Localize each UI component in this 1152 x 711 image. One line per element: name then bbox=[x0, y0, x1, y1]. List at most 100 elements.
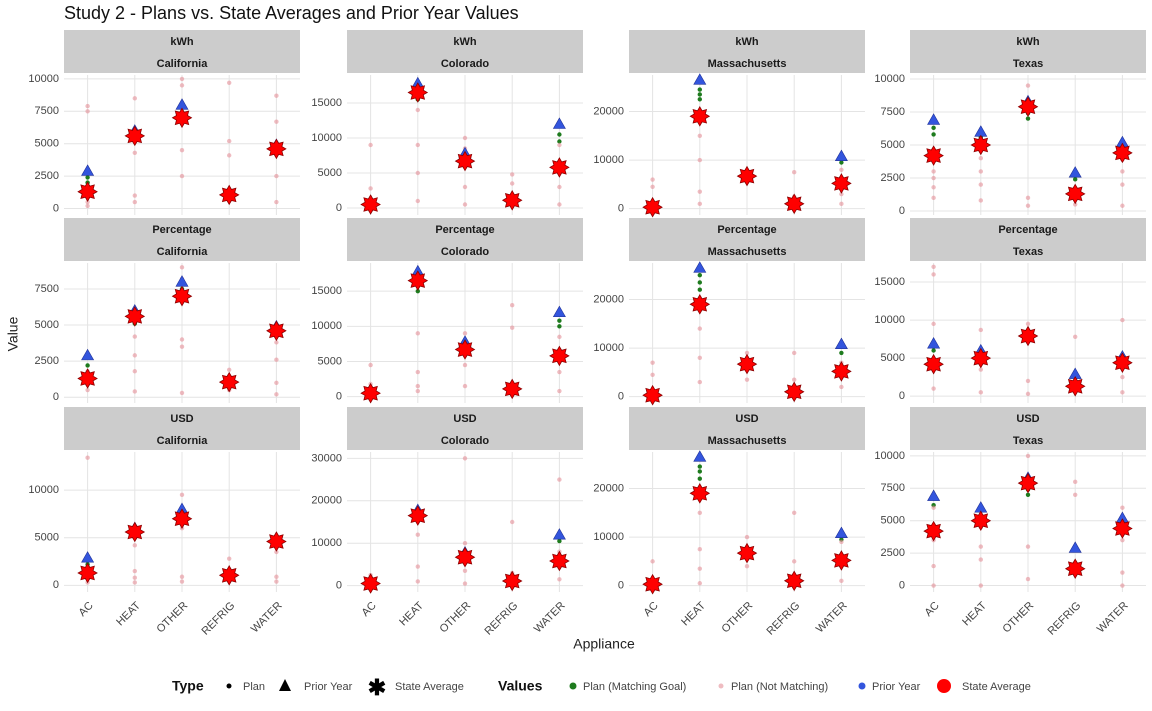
y-tick-label: 10000 bbox=[874, 314, 905, 326]
strip bbox=[347, 30, 583, 73]
data-point bbox=[179, 147, 185, 153]
data-point bbox=[697, 287, 702, 292]
data-point bbox=[415, 288, 420, 294]
y-tick-label: 10000 bbox=[311, 320, 342, 332]
legend-key bbox=[226, 683, 232, 689]
data-point bbox=[931, 195, 936, 201]
data-point bbox=[744, 564, 750, 569]
strip bbox=[629, 218, 865, 261]
y-tick-label: 15000 bbox=[311, 285, 342, 297]
data-point bbox=[1025, 576, 1031, 582]
prior-year-marker bbox=[927, 337, 941, 349]
x-tick-label: WATER bbox=[249, 600, 285, 636]
y-tick-label: 2500 bbox=[35, 355, 59, 367]
data-point bbox=[462, 362, 468, 368]
data-point bbox=[179, 76, 185, 82]
state-average-marker bbox=[454, 150, 476, 172]
state-average-marker bbox=[642, 384, 663, 406]
state-average-marker bbox=[689, 293, 711, 315]
data-point bbox=[839, 539, 844, 545]
data-point bbox=[1025, 492, 1031, 497]
x-tick-label: REFRIG bbox=[483, 600, 521, 638]
prior-year-marker bbox=[834, 526, 848, 538]
data-point bbox=[1025, 378, 1031, 384]
y-tick-label: 0 bbox=[336, 391, 342, 403]
data-point bbox=[978, 198, 983, 203]
data-point bbox=[132, 389, 137, 394]
data-point bbox=[132, 568, 137, 574]
panel: kWh Massachusetts 0 10000 20000 bbox=[593, 30, 865, 218]
state-average-marker bbox=[454, 339, 476, 360]
y-tick-label: 10000 bbox=[874, 450, 905, 462]
data-point bbox=[697, 87, 702, 92]
panel: kWh Colorado 0 5000 10000 15000 bbox=[311, 30, 583, 215]
data-point bbox=[132, 575, 137, 580]
state-average-marker bbox=[407, 270, 429, 291]
state-average-marker bbox=[501, 189, 523, 211]
panel: Percentage Texas 0 5000 10000 15000 bbox=[874, 218, 1146, 403]
legend-key bbox=[718, 683, 724, 689]
strip-label: Colorado bbox=[441, 58, 490, 70]
data-point bbox=[132, 150, 137, 155]
state-average-marker bbox=[689, 105, 711, 127]
state-average-marker bbox=[1017, 472, 1039, 494]
strip-label: Massachusetts bbox=[708, 246, 787, 258]
data-point bbox=[931, 272, 936, 277]
data-point bbox=[132, 193, 137, 198]
x-tick-label: OTHER bbox=[154, 600, 190, 636]
data-point bbox=[415, 142, 420, 148]
data-point bbox=[931, 505, 936, 510]
data-point bbox=[978, 156, 983, 161]
data-point bbox=[227, 80, 232, 85]
state-average-marker bbox=[1017, 96, 1039, 118]
data-point bbox=[697, 581, 702, 586]
data-point bbox=[1120, 570, 1125, 575]
legend-key bbox=[569, 682, 577, 690]
data-point bbox=[931, 175, 936, 181]
data-point bbox=[931, 321, 936, 327]
data-point bbox=[462, 383, 468, 389]
state-average-marker bbox=[831, 173, 852, 194]
strip-label: Texas bbox=[1013, 246, 1043, 258]
state-average-marker bbox=[218, 184, 240, 206]
y-axis-label: Value bbox=[5, 316, 21, 351]
x-tick-label: HEAT bbox=[397, 600, 426, 629]
state-average-marker bbox=[124, 125, 146, 147]
prior-year-marker bbox=[927, 489, 941, 501]
state-average-marker bbox=[1017, 325, 1039, 347]
data-point bbox=[179, 337, 185, 342]
data-point bbox=[557, 577, 562, 582]
strip-label: USD bbox=[170, 413, 193, 425]
data-point bbox=[557, 142, 562, 148]
strip-label: Percentage bbox=[435, 224, 494, 236]
data-point bbox=[274, 119, 279, 124]
legend-label: State Average bbox=[395, 681, 464, 693]
panel: USD Massachusetts 0 10000 20000 AC HEAT OTHER RE… bbox=[593, 407, 865, 638]
data-point bbox=[650, 372, 655, 378]
data-point bbox=[274, 93, 279, 98]
prior-year-marker bbox=[693, 450, 707, 462]
state-average-marker bbox=[831, 361, 852, 382]
prior-year-marker bbox=[81, 551, 95, 563]
y-tick-label: 5000 bbox=[35, 532, 59, 544]
data-point bbox=[462, 135, 468, 141]
prior-year-marker bbox=[927, 113, 941, 125]
data-point bbox=[978, 544, 983, 549]
y-tick-label: 10000 bbox=[28, 484, 59, 496]
data-point bbox=[931, 386, 936, 391]
data-point bbox=[1120, 583, 1125, 588]
data-point bbox=[510, 325, 515, 330]
data-point bbox=[697, 133, 702, 138]
y-tick-label: 0 bbox=[899, 205, 905, 217]
state-average-marker bbox=[923, 353, 944, 375]
strip-label: USD bbox=[735, 413, 758, 425]
data-point bbox=[839, 167, 844, 172]
data-point bbox=[274, 340, 279, 345]
data-point bbox=[697, 469, 702, 474]
prior-year-marker bbox=[834, 337, 848, 349]
legend-key bbox=[279, 679, 291, 691]
strip bbox=[64, 30, 300, 73]
y-tick-label: 10000 bbox=[593, 342, 624, 354]
state-average-marker bbox=[77, 181, 98, 203]
data-point bbox=[697, 272, 702, 278]
